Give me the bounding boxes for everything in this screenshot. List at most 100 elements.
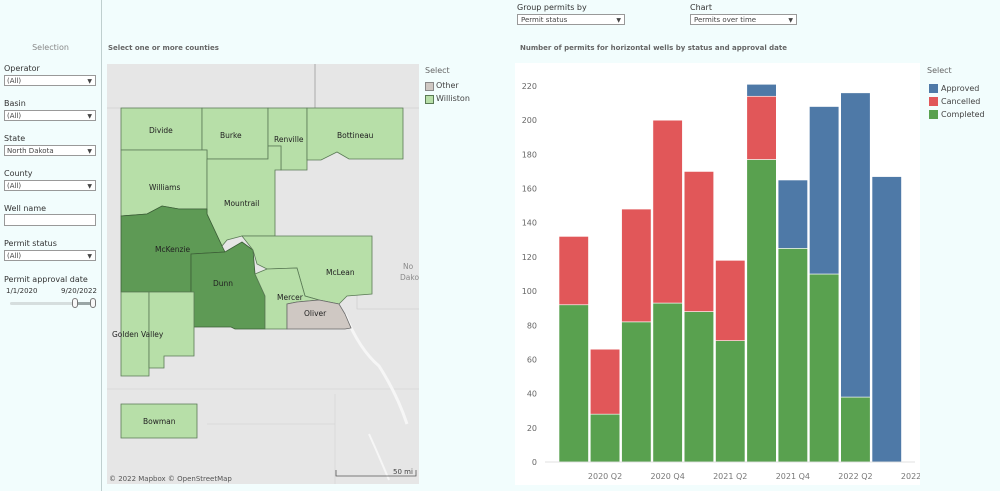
y-tick-label: 120 (522, 253, 537, 262)
permit-status-dropdown[interactable]: (All) ▼ (4, 250, 96, 261)
chart-type-label: Chart (690, 3, 712, 12)
county-oliver (286, 299, 352, 330)
bar-approved-2022-q1[interactable] (809, 106, 840, 275)
bar-cancelled-2021-q2[interactable] (715, 260, 746, 341)
y-tick-label: 100 (522, 287, 537, 296)
basin-label: Basin (4, 99, 26, 108)
group-by-dropdown[interactable]: Permit status ▼ (517, 14, 625, 25)
bar-approved-2022-q2[interactable] (840, 92, 871, 398)
label-dunn: Dunn (213, 279, 233, 288)
legend-swatch-approved[interactable] (929, 84, 938, 93)
permit-status-label: Permit status (4, 239, 57, 248)
label-mercer: Mercer (277, 293, 304, 302)
y-tick-label: 40 (527, 390, 537, 399)
bar-cancelled-2020-q4[interactable] (652, 119, 683, 304)
chevron-down-icon: ▼ (788, 17, 793, 24)
map-legend-title: Select (425, 66, 450, 75)
county-dropdown[interactable]: (All) ▼ (4, 180, 96, 191)
bar-completed-2021-q2[interactable] (715, 340, 746, 463)
y-tick-label: 160 (522, 185, 537, 194)
y-tick-label: 0 (532, 458, 537, 467)
y-tick-label: 80 (527, 321, 537, 330)
legend-swatch-williston[interactable] (425, 95, 434, 104)
bar-completed-2020-q3[interactable] (621, 321, 652, 463)
operator-dropdown[interactable]: (All) ▼ (4, 75, 96, 86)
bar-completed-2021-q4[interactable] (777, 248, 808, 463)
group-by-label: Group permits by (517, 3, 587, 12)
y-tick-label: 20 (527, 424, 537, 433)
chart-legend-title: Select (927, 66, 952, 75)
date-slider-start-handle[interactable] (72, 298, 78, 308)
x-tick-label: 2022 Q2 (838, 472, 872, 481)
label-williams: Williams (149, 183, 180, 192)
x-tick-label: 2020 Q4 (651, 472, 685, 481)
x-tick-label: 2021 Q2 (713, 472, 747, 481)
basin-value: (All) (7, 112, 22, 120)
label-mckenzie: McKenzie (155, 245, 191, 254)
county-value: (All) (7, 182, 22, 190)
county-label: County (4, 169, 33, 178)
chevron-down-icon: ▼ (87, 113, 92, 120)
label-burke: Burke (220, 131, 242, 140)
approval-date-start: 1/1/2020 (6, 287, 38, 295)
well-name-label: Well name (4, 204, 47, 213)
county-map[interactable]: Divide Burke Renville Bottineau Williams… (107, 64, 419, 484)
bar-completed-2020-q1[interactable] (558, 304, 589, 463)
bar-approved-2021-q3[interactable] (746, 83, 777, 97)
bar-cancelled-2020-q2[interactable] (590, 348, 621, 415)
y-tick-label: 60 (527, 355, 537, 364)
bar-cancelled-2021-q1[interactable] (683, 171, 714, 312)
map-attribution: © 2022 Mapbox © OpenStreetMap (109, 475, 232, 483)
bar-approved-2022-q3[interactable] (871, 176, 902, 463)
bar-cancelled-2020-q3[interactable] (621, 208, 652, 323)
y-tick-label: 200 (522, 116, 537, 125)
bar-completed-2021-q1[interactable] (683, 311, 714, 463)
chevron-down-icon: ▼ (87, 78, 92, 85)
label-mclean: McLean (326, 268, 355, 277)
state-value: North Dakota (7, 147, 54, 155)
well-name-input[interactable] (4, 214, 96, 226)
chart-type-value: Permits over time (694, 16, 757, 24)
bar-completed-2022-q2[interactable] (840, 396, 871, 463)
bar-cancelled-2020-q1[interactable] (558, 236, 589, 306)
bar-cancelled-2021-q3[interactable] (746, 95, 777, 160)
legend-completed[interactable]: Completed (941, 110, 985, 119)
date-slider-track[interactable] (10, 302, 94, 305)
bar-completed-2022-q1[interactable] (809, 273, 840, 463)
state-dropdown[interactable]: North Dakota ▼ (4, 145, 96, 156)
county-bottineau (306, 107, 404, 161)
legend-approved[interactable]: Approved (941, 84, 980, 93)
chevron-down-icon: ▼ (87, 183, 92, 190)
map-canvas: Divide Burke Renville Bottineau Williams… (107, 64, 419, 484)
county-golden-valley-west (120, 291, 150, 377)
state-label: State (4, 134, 26, 143)
map-scale: 50 mi (393, 468, 413, 476)
chevron-down-icon: ▼ (87, 253, 92, 260)
date-slider-end-handle[interactable] (90, 298, 96, 308)
legend-swatch-other[interactable] (425, 82, 434, 91)
legend-swatch-completed[interactable] (929, 110, 938, 119)
basin-dropdown[interactable]: (All) ▼ (4, 110, 96, 121)
permits-bar-chart[interactable]: 0 20 40 60 80 100 120 140 160 180 200 220 2020 Q2 20… (515, 63, 920, 485)
bar-approved-2021-q4[interactable] (777, 179, 808, 249)
bar-completed-2020-q2[interactable] (590, 413, 621, 463)
county-mountrail (206, 145, 282, 247)
label-mountrail: Mountrail (224, 199, 259, 208)
bar-completed-2021-q3[interactable] (746, 159, 777, 463)
chart-type-dropdown[interactable]: Permits over time ▼ (690, 14, 797, 25)
bar-completed-2020-q4[interactable] (652, 302, 683, 463)
x-tick-label: 2021 Q4 (776, 472, 810, 481)
legend-other[interactable]: Other (436, 81, 459, 90)
label-renville: Renville (274, 135, 304, 144)
operator-label: Operator (4, 64, 40, 73)
y-tick-label: 180 (522, 150, 537, 159)
legend-cancelled[interactable]: Cancelled (941, 97, 981, 106)
label-divide: Divide (149, 126, 173, 135)
chevron-down-icon: ▼ (87, 148, 92, 155)
legend-swatch-cancelled[interactable] (929, 97, 938, 106)
legend-williston[interactable]: Williston (436, 94, 470, 103)
county-golden-valley (148, 291, 195, 369)
group-by-value: Permit status (521, 16, 568, 24)
county-bowman (120, 403, 198, 439)
operator-value: (All) (7, 77, 22, 85)
